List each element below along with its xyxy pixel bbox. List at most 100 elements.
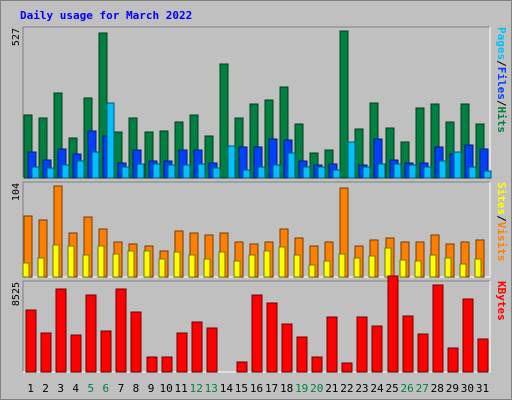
- pages-bar-day-7: [121, 166, 130, 179]
- pages-bar-day-6: [106, 102, 115, 179]
- kbytes-bar-day-13: [206, 327, 218, 373]
- pages-bar: [317, 166, 326, 179]
- kbytes-bar-day-25: [387, 275, 399, 373]
- pages-bar: [483, 170, 492, 179]
- pages-bar: [182, 164, 191, 179]
- sites-bar: [67, 245, 75, 278]
- sites-bar: [368, 255, 376, 278]
- sites-bar: [97, 245, 105, 278]
- pages-bar-day-24: [377, 163, 386, 179]
- legend-visits: Visits: [495, 222, 508, 262]
- kbytes-bar: [266, 302, 278, 373]
- sites-bar-day-16: [248, 254, 256, 278]
- kbytes-bar: [115, 288, 127, 373]
- x-label-day-24: 24: [370, 382, 384, 395]
- pages-bar-day-10: [167, 164, 176, 179]
- kbytes-bar: [462, 298, 474, 373]
- kbytes-bar-day-5: [85, 294, 97, 373]
- kbytes-bar-day-22: [341, 362, 353, 373]
- sites-bar-day-19: [293, 254, 301, 278]
- kbytes-bar: [417, 333, 429, 373]
- kbytes-bar: [100, 330, 112, 373]
- kbytes-bar-day-19: [296, 336, 308, 373]
- legend-pages: Pages: [495, 27, 508, 60]
- pages-bar: [31, 166, 40, 179]
- pages-bar: [347, 141, 356, 179]
- sites-bar: [52, 244, 60, 278]
- x-label-day-10: 10: [159, 382, 172, 395]
- pages-bar: [242, 169, 251, 179]
- pages-bar: [212, 167, 221, 179]
- x-label-day-7: 7: [118, 382, 125, 395]
- kbytes-bar: [161, 356, 173, 373]
- kbytes-bar-day-28: [432, 284, 444, 373]
- x-label-day-30: 30: [461, 382, 474, 395]
- kbytes-bar-day-8: [130, 311, 142, 373]
- kbytes-bar-day-11: [176, 332, 188, 373]
- kbytes-bar: [146, 356, 158, 373]
- kbytes-bar-day-18: [281, 323, 293, 373]
- hits-bar-day-22: [339, 30, 349, 179]
- sites-bar-day-30: [459, 263, 467, 278]
- sites-bar-day-4: [67, 245, 75, 278]
- pages-bar-day-1: [31, 166, 40, 179]
- sites-bar: [293, 254, 301, 278]
- x-label-day-14: 14: [220, 382, 234, 395]
- pages-bar: [302, 166, 311, 179]
- pages-bar-day-18: [287, 152, 296, 179]
- pages-bar: [227, 145, 236, 179]
- sites-bar-day-8: [127, 250, 135, 278]
- sites-bar-day-13: [203, 258, 211, 278]
- kbytes-bar: [206, 327, 218, 373]
- pages-bar: [468, 166, 477, 179]
- kbytes-bar-day-31: [477, 338, 489, 373]
- kbytes-bar-day-16: [251, 294, 263, 373]
- right-legend-kbytes: KBytes: [495, 281, 508, 321]
- pages-bar: [152, 163, 161, 179]
- kbytes-bar: [25, 309, 37, 373]
- x-label-day-15: 15: [235, 382, 248, 395]
- sites-bar: [233, 260, 241, 278]
- sites-bar-day-29: [444, 257, 452, 278]
- x-label-day-12: 12: [190, 382, 203, 395]
- x-label-day-2: 2: [42, 382, 49, 395]
- pages-bar-day-28: [438, 160, 447, 179]
- x-label-day-4: 4: [72, 382, 79, 395]
- sites-bar: [353, 257, 361, 278]
- x-label-day-31: 31: [476, 382, 489, 395]
- pages-bar: [423, 166, 432, 179]
- pages-bar: [408, 164, 417, 179]
- kbytes-bar: [402, 315, 414, 373]
- x-label-day-5: 5: [87, 382, 94, 395]
- kbytes-bar: [281, 323, 293, 373]
- sites-bar: [323, 260, 331, 278]
- kbytes-bar: [311, 356, 323, 373]
- pages-bar: [377, 163, 386, 179]
- pages-bar: [438, 160, 447, 179]
- pages-bar: [197, 163, 206, 179]
- series-kbytes: [25, 275, 489, 373]
- sites-bar-day-12: [188, 254, 196, 278]
- pages-bar-day-13: [212, 167, 221, 179]
- kbytes-bar-day-12: [191, 321, 203, 373]
- kbytes-bar: [251, 294, 263, 373]
- sites-bar: [444, 257, 452, 278]
- sites-bar: [414, 260, 422, 278]
- pages-bar-day-29: [453, 151, 462, 179]
- kbytes-bar: [236, 361, 248, 373]
- x-label-day-20: 20: [310, 382, 323, 395]
- sites-bar: [278, 246, 286, 278]
- sites-bar-day-3: [52, 244, 60, 278]
- sites-bar-day-17: [263, 250, 271, 278]
- pages-bar-day-8: [136, 163, 145, 179]
- panel-border-dark: [22, 280, 490, 372]
- sites-bar: [173, 251, 181, 278]
- pages-bar-day-31: [483, 170, 492, 179]
- sites-bar: [22, 262, 30, 278]
- panel-kbytes: 8525 KBytes: [11, 275, 508, 373]
- sites-bar-day-11: [173, 251, 181, 278]
- legend-separator: /: [495, 60, 508, 67]
- kbytes-bar: [477, 338, 489, 373]
- pages-bar-day-30: [468, 166, 477, 179]
- x-label-day-28: 28: [431, 382, 444, 395]
